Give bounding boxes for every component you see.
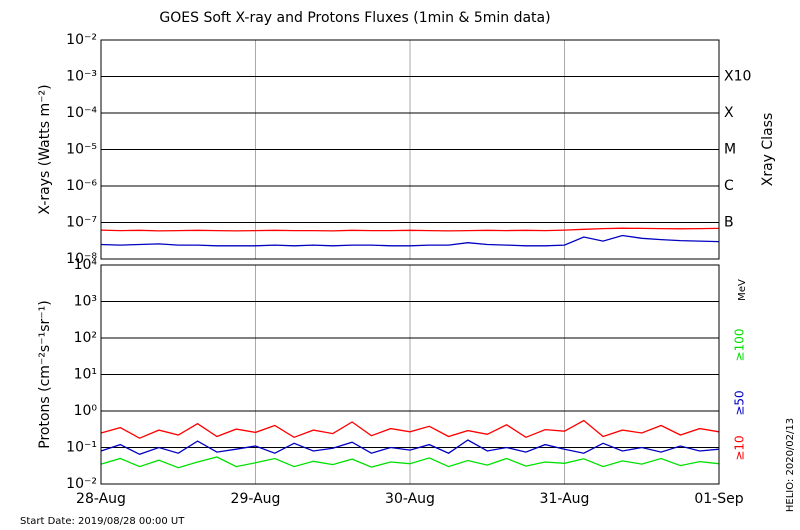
series-line — [100, 234, 720, 247]
series-line — [100, 456, 720, 469]
plot-frame — [100, 39, 720, 260]
series-line — [100, 419, 720, 439]
class-label: M — [724, 142, 736, 158]
class-label: C — [724, 178, 734, 194]
y-tick-label: 10⁻² — [66, 32, 97, 48]
unit-label: MeV — [737, 279, 748, 301]
y-tick-label: 10³ — [74, 294, 97, 310]
x-tick-label: 01-Sep — [694, 491, 743, 507]
y-tick-label: 10⁻⁵ — [66, 142, 97, 158]
class-label: B — [724, 215, 734, 231]
plot-frame — [100, 264, 720, 485]
class-label: X10 — [724, 69, 751, 85]
y-tick-label: 10⁻¹ — [66, 440, 97, 456]
legend-entry: ≥100 — [733, 329, 747, 362]
x-tick-label: 31-Aug — [540, 491, 590, 507]
y-axis-label: Protons (cm⁻²s⁻¹sr⁻¹) — [37, 300, 53, 449]
x-tick-label: 29-Aug — [231, 491, 281, 507]
legend-entry: ≥10 — [733, 435, 747, 460]
y-tick-label: 10⁻⁷ — [66, 215, 97, 231]
stamp: HELIO: 2020/02/13 — [785, 418, 796, 512]
y-tick-label: 10⁻⁶ — [66, 178, 97, 194]
class-label: X — [724, 105, 734, 121]
legend-entry: ≥50 — [733, 390, 747, 415]
series-line — [100, 227, 720, 232]
y-tick-label: 10⁻³ — [66, 69, 97, 85]
start-date: Start Date: 2019/08/28 00:00 UT — [20, 516, 185, 527]
y-tick-label: 10⁻⁴ — [66, 105, 97, 121]
y-tick-label: 10⁻² — [66, 476, 97, 492]
y-tick-label: 10¹ — [74, 367, 97, 383]
y-tick-label: 10² — [74, 330, 97, 346]
x-tick-label: 28-Aug — [76, 491, 126, 507]
y-tick-label: 10⁻⁸ — [66, 251, 97, 267]
y2-axis-label: Xray Class — [760, 113, 776, 187]
y-tick-label: 10⁴ — [74, 257, 98, 273]
y-tick-label: 10⁰ — [74, 403, 98, 419]
x-tick-label: 30-Aug — [385, 491, 435, 507]
series-line — [100, 439, 720, 456]
chart-title: GOES Soft X-ray and Protons Fluxes (1min… — [159, 10, 550, 26]
y-axis-label: X-rays (Watts m⁻²) — [37, 84, 53, 214]
